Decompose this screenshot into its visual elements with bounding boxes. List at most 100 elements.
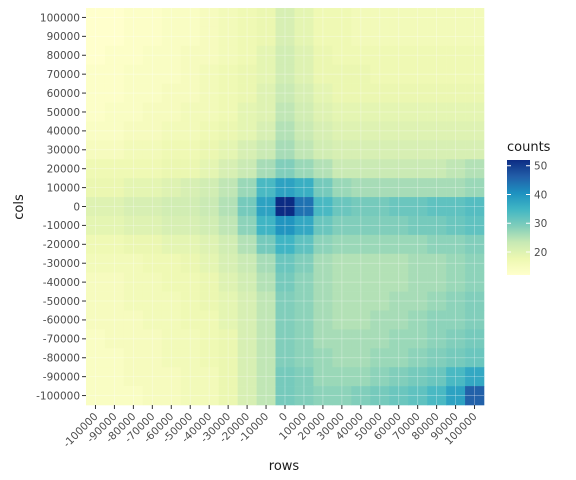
heatmap-cell bbox=[294, 329, 314, 349]
heatmap-cell bbox=[332, 26, 352, 47]
heatmap-cell bbox=[294, 215, 314, 236]
heatmap-cell bbox=[408, 45, 428, 66]
heatmap-cell bbox=[465, 367, 485, 387]
heatmap-cell bbox=[199, 348, 219, 368]
heatmap-cell bbox=[275, 234, 295, 255]
heatmap-cell bbox=[370, 272, 390, 292]
heatmap-cell bbox=[446, 367, 466, 387]
heatmap-cell bbox=[294, 140, 314, 160]
y-tick-label: 0 bbox=[73, 201, 80, 213]
heatmap-cell bbox=[275, 386, 295, 406]
heatmap-cell bbox=[86, 386, 106, 406]
heatmap-cell bbox=[313, 234, 333, 255]
heatmap-cell bbox=[104, 215, 125, 236]
heatmap-cell bbox=[256, 310, 276, 330]
heatmap-cell bbox=[465, 45, 485, 66]
heatmap-cell bbox=[408, 367, 428, 387]
heatmap-cell bbox=[86, 234, 106, 255]
heatmap-cell bbox=[465, 83, 485, 103]
heatmap-cell bbox=[142, 64, 163, 84]
heatmap-cell bbox=[104, 291, 125, 311]
heatmap-cell bbox=[332, 253, 352, 273]
heatmap-cell bbox=[161, 272, 182, 292]
heatmap-cell bbox=[104, 8, 125, 28]
heatmap-cell bbox=[465, 197, 485, 217]
heatmap-cell bbox=[161, 159, 182, 179]
heatmap-cell bbox=[408, 121, 428, 141]
heatmap-cell bbox=[199, 253, 219, 273]
heatmap-cell bbox=[237, 310, 257, 330]
heatmap-cell bbox=[351, 26, 371, 47]
heatmap-cell bbox=[123, 8, 144, 28]
heatmap-cell bbox=[86, 64, 106, 84]
heatmap-cell bbox=[351, 102, 371, 122]
heatmap-cell bbox=[294, 102, 314, 122]
heatmap-cell bbox=[313, 102, 333, 122]
heatmap-cell bbox=[465, 178, 485, 198]
heatmap-cell bbox=[218, 83, 238, 103]
heatmap-cell bbox=[256, 291, 276, 311]
heatmap-cell bbox=[427, 140, 447, 160]
heatmap-cell bbox=[370, 8, 390, 28]
heatmap-cell bbox=[104, 386, 125, 406]
heatmap-cell bbox=[237, 253, 257, 273]
heatmap-cell bbox=[408, 102, 428, 122]
heatmap-cell bbox=[161, 26, 182, 47]
heatmap-cell bbox=[370, 64, 390, 84]
heatmap-cell bbox=[86, 140, 106, 160]
heatmap-cell bbox=[408, 83, 428, 103]
heatmap-cell bbox=[123, 26, 144, 47]
heatmap-cell bbox=[465, 272, 485, 292]
y-tick-label: -100000 bbox=[36, 390, 80, 402]
heatmap-cell bbox=[256, 272, 276, 292]
heatmap-cell bbox=[427, 159, 447, 179]
heatmap-cell bbox=[180, 272, 201, 292]
legend-colorbar bbox=[507, 160, 530, 275]
heatmap-cell bbox=[142, 310, 163, 330]
heatmap-cell bbox=[332, 178, 352, 198]
heatmap-cell bbox=[370, 140, 390, 160]
heatmap-cell bbox=[199, 197, 219, 217]
heatmap-cell bbox=[351, 310, 371, 330]
heatmap-cell bbox=[142, 291, 163, 311]
heatmap-cell bbox=[351, 253, 371, 273]
heatmap-cell bbox=[389, 159, 409, 179]
y-tick-label: -70000 bbox=[43, 334, 80, 346]
heatmap-cell bbox=[256, 367, 276, 387]
heatmap-cell bbox=[275, 8, 295, 28]
heatmap-cell bbox=[199, 367, 219, 387]
heatmap-cell bbox=[389, 8, 409, 28]
heatmap-cell bbox=[275, 215, 295, 236]
heatmap-cell bbox=[275, 348, 295, 368]
heatmap-cell bbox=[427, 215, 447, 236]
heatmap-cell bbox=[142, 234, 163, 255]
heatmap-cell bbox=[199, 386, 219, 406]
heatmap-cell bbox=[218, 140, 238, 160]
heatmap-cell bbox=[180, 45, 201, 66]
heatmap-cell bbox=[199, 140, 219, 160]
heatmap-cell bbox=[294, 178, 314, 198]
heatmap-cell bbox=[408, 272, 428, 292]
heatmap-cell bbox=[446, 197, 466, 217]
heatmap-cell bbox=[446, 102, 466, 122]
heatmap-cell bbox=[142, 26, 163, 47]
heatmap-cell bbox=[465, 291, 485, 311]
heatmap-cell bbox=[237, 348, 257, 368]
heatmap-cell bbox=[161, 83, 182, 103]
heatmap-cell bbox=[86, 178, 106, 198]
heatmap-cell bbox=[104, 253, 125, 273]
heatmap-cell bbox=[294, 386, 314, 406]
heatmap-cell bbox=[180, 121, 201, 141]
heatmap-cell bbox=[104, 83, 125, 103]
heatmap-cell bbox=[313, 178, 333, 198]
heatmap-cell bbox=[446, 45, 466, 66]
heatmap-cell bbox=[351, 234, 371, 255]
heatmap-cell bbox=[180, 234, 201, 255]
heatmap-cell bbox=[351, 83, 371, 103]
heatmap-cell bbox=[351, 178, 371, 198]
heatmap-cell bbox=[104, 197, 125, 217]
heatmap-cell bbox=[408, 215, 428, 236]
heatmap-cell bbox=[313, 26, 333, 47]
heatmap-cell bbox=[86, 121, 106, 141]
heatmap-cell bbox=[313, 83, 333, 103]
